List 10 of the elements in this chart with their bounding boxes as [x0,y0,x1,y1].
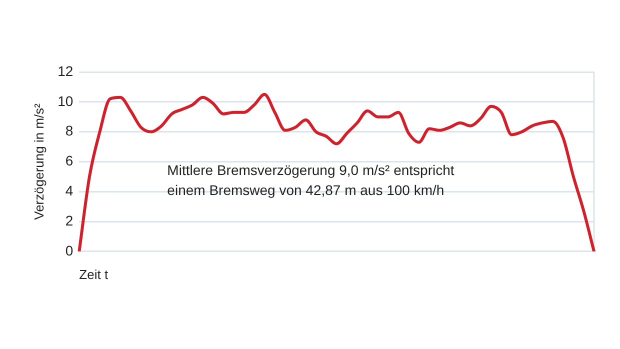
y-tick-label: 8 [65,122,74,139]
y-tick-label: 0 [65,242,74,258]
x-axis-title: Zeit t [79,266,108,282]
y-tick-label: 2 [65,212,74,228]
y-tick-label: 12 [58,62,74,79]
y-tick-label: 10 [58,92,74,109]
y-tick-label: 4 [65,182,74,198]
annotation: Mittlere Bremsverzögerung 9,0 m/s² entspricht einem Bremsweg von 42,87 m aus 100 km/h [167,162,454,198]
y-axis-title: Verzögerung in m/s² [31,102,46,220]
y-tick-label: 6 [65,152,74,169]
